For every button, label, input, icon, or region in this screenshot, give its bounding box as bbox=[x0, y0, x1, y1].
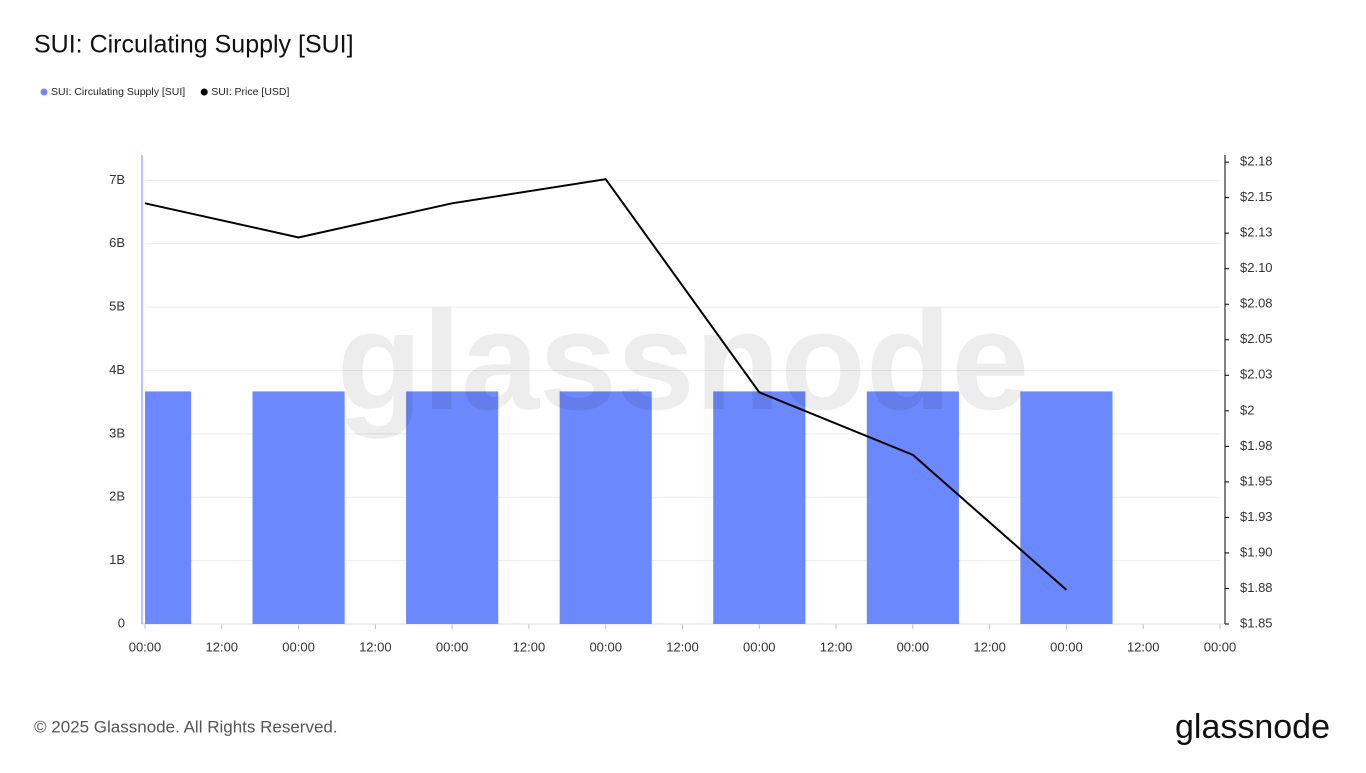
x-tick-label: 00:00 bbox=[436, 639, 469, 654]
bar bbox=[1020, 391, 1113, 624]
x-tick-label: 00:00 bbox=[897, 639, 930, 654]
logo: glassnode bbox=[1175, 708, 1330, 746]
y2-tick-label: $2.10 bbox=[1240, 260, 1273, 275]
y-tick-label: 2B bbox=[109, 489, 125, 504]
bar bbox=[145, 391, 192, 624]
x-tick-label: 12:00 bbox=[513, 639, 546, 654]
x-tick-label: 12:00 bbox=[820, 639, 853, 654]
footer: © 2025 Glassnode. All Rights Reserved. bbox=[34, 717, 338, 736]
y2-tick-label: $2.15 bbox=[1240, 189, 1273, 204]
bar bbox=[559, 391, 652, 624]
x-tick-label: 00:00 bbox=[1050, 639, 1083, 654]
bar bbox=[252, 391, 345, 624]
y-tick-label: 1B bbox=[109, 552, 125, 567]
y-tick-label: 0 bbox=[118, 615, 125, 630]
y2-tick-label: $2 bbox=[1240, 402, 1254, 417]
y2-tick-label: $1.88 bbox=[1240, 580, 1273, 595]
bar bbox=[713, 391, 806, 624]
legend-label: SUI: Circulating Supply [SUI] bbox=[51, 86, 185, 98]
x-tick-label: 00:00 bbox=[743, 639, 776, 654]
x-tick-label: 00:00 bbox=[589, 639, 622, 654]
price-line bbox=[144, 178, 1068, 591]
y2-tick-label: $1.93 bbox=[1240, 509, 1273, 524]
x-tick-label: 00:00 bbox=[1204, 639, 1237, 654]
x-tick-label: 12:00 bbox=[973, 639, 1006, 654]
chart-title: SUI: Circulating Supply [SUI] bbox=[34, 31, 354, 59]
y2-tick-label: $2.08 bbox=[1240, 296, 1273, 311]
legend-marker bbox=[40, 88, 48, 96]
y2-tick-label: $2.13 bbox=[1240, 225, 1273, 240]
x-tick-label: 12:00 bbox=[1127, 639, 1160, 654]
y2-tick-label: $1.85 bbox=[1240, 615, 1273, 630]
y-tick-label: 6B bbox=[109, 235, 125, 250]
bar bbox=[406, 391, 499, 624]
y-tick-label: 7B bbox=[109, 172, 125, 187]
x-tick-label: 12:00 bbox=[359, 639, 392, 654]
y2-tick-label: $2.18 bbox=[1240, 154, 1273, 169]
y-tick-label: 5B bbox=[109, 299, 125, 314]
x-tick-label: 00:00 bbox=[129, 639, 162, 654]
x-tick-label: 12:00 bbox=[666, 639, 699, 654]
y-tick-label: 3B bbox=[109, 425, 125, 440]
y2-tick-label: $1.98 bbox=[1240, 438, 1273, 453]
y2-tick-label: $2.05 bbox=[1240, 331, 1273, 346]
legend-label: SUI: Price [USD] bbox=[211, 86, 289, 98]
y2-tick-label: $1.90 bbox=[1240, 544, 1273, 559]
bar bbox=[866, 391, 959, 624]
x-tick-label: 00:00 bbox=[282, 639, 315, 654]
y2-tick-label: $2.03 bbox=[1240, 367, 1273, 382]
y-tick-label: 4B bbox=[109, 362, 125, 377]
y2-tick-label: $1.95 bbox=[1240, 473, 1273, 488]
legend-marker bbox=[200, 88, 208, 96]
x-tick-label: 12:00 bbox=[206, 639, 239, 654]
watermark: glassnode bbox=[337, 282, 1029, 439]
